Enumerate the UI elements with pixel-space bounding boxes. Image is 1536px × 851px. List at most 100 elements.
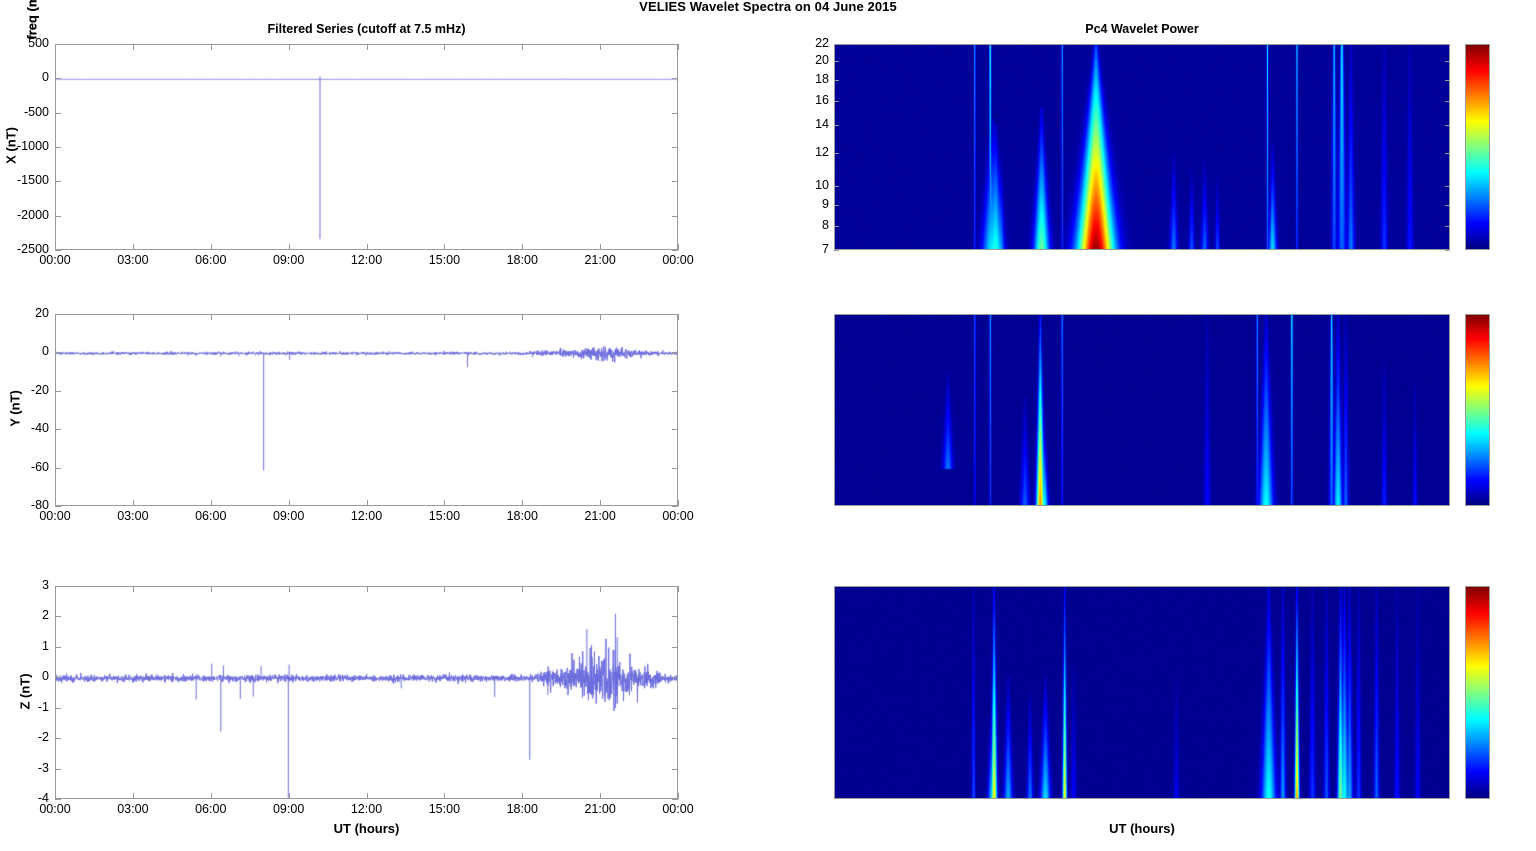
- x-tick-label: 00:00: [662, 253, 694, 267]
- right-column-xlabel: UT (hours): [1109, 821, 1175, 836]
- axis-tick: [678, 500, 679, 506]
- x-tick-label: 09:00: [272, 509, 305, 523]
- axis-tick: [672, 429, 678, 430]
- axis-tick: [289, 793, 290, 799]
- axis-tick: [55, 500, 56, 506]
- x-tick-label: 18:00: [506, 253, 538, 267]
- y-tick-label: -80: [30, 498, 49, 512]
- axis-tick: [211, 793, 212, 799]
- x-tick-label: 21:00: [584, 802, 616, 816]
- axis-tick: [55, 799, 61, 800]
- x-tick-label: 15:00: [428, 253, 461, 267]
- axis-tick: [834, 125, 839, 126]
- axis-tick: [1445, 250, 1450, 251]
- axis-tick: [211, 314, 212, 320]
- axis-tick: [672, 352, 678, 353]
- axis-tick: [55, 586, 56, 592]
- x-tick-label: 06:00: [195, 802, 227, 816]
- axis-tick: [133, 44, 134, 50]
- z-spectrogram-ylabel: freq (mHz): [24, 0, 40, 40]
- axis-tick: [1445, 80, 1450, 81]
- axis-tick: [672, 113, 678, 114]
- axis-tick: [367, 586, 368, 592]
- axis-tick: [55, 708, 61, 709]
- y-tick-label: -40: [30, 421, 49, 436]
- axis-tick: [678, 793, 679, 799]
- axis-tick: [672, 738, 678, 739]
- axis-tick: [444, 586, 445, 592]
- y-tick-label: 22: [815, 36, 829, 50]
- axis-tick: [133, 244, 134, 250]
- axis-tick: [522, 500, 523, 506]
- y-tick-label: -2000: [17, 207, 49, 222]
- x-tick-label: 12:00: [350, 802, 383, 816]
- axis-tick: [289, 586, 290, 592]
- axis-tick: [55, 314, 56, 320]
- axis-tick: [55, 429, 61, 430]
- axis-tick: [55, 216, 61, 217]
- y-tick-label: 12: [815, 145, 829, 160]
- axis-tick: [55, 147, 61, 148]
- axis-tick: [672, 677, 678, 678]
- y-tick-label: -1000: [17, 139, 49, 153]
- axis-tick: [672, 799, 678, 800]
- y-tick-label: -1: [37, 699, 49, 714]
- axis-tick: [211, 244, 212, 250]
- axis-tick: [367, 44, 368, 50]
- x-tick-label: 03:00: [117, 253, 149, 267]
- x-tick-label: 00:00: [39, 253, 71, 267]
- axis-tick: [55, 738, 61, 739]
- x-colorbar: [1465, 44, 1490, 250]
- axis-tick: [1445, 226, 1450, 227]
- axis-tick: [834, 250, 839, 251]
- y-spectrogram-plot-area: [834, 314, 1450, 506]
- axis-tick: [672, 586, 678, 587]
- x-tick-label: 15:00: [428, 509, 461, 523]
- right-column-title: Pc4 Wavelet Power: [1085, 22, 1199, 36]
- x-tick-label: 18:00: [506, 802, 538, 816]
- axis-tick: [678, 314, 679, 320]
- y-tick-label: -4: [37, 791, 49, 805]
- y-tick-label: 20: [815, 53, 829, 68]
- y-tick-label: 8: [822, 217, 829, 232]
- axis-tick: [834, 80, 839, 81]
- axis-tick: [55, 506, 61, 507]
- y-tick-label: 10: [815, 177, 829, 192]
- x-tick-label: 00:00: [39, 509, 71, 523]
- axis-tick: [672, 44, 678, 45]
- axis-tick: [367, 244, 368, 250]
- y-tick-label: -20: [30, 382, 49, 397]
- axis-tick: [600, 500, 601, 506]
- axis-tick: [600, 44, 601, 50]
- x-tick-label: 00:00: [662, 509, 694, 523]
- axis-tick: [1445, 125, 1450, 126]
- axis-tick: [55, 793, 56, 799]
- axis-tick: [834, 186, 839, 187]
- x-tick-label: 12:00: [350, 253, 383, 267]
- axis-tick: [672, 181, 678, 182]
- axis-tick: [444, 314, 445, 320]
- axis-tick: [672, 147, 678, 148]
- x-tick-label: 09:00: [272, 253, 305, 267]
- y-tick-label: -1500: [17, 173, 49, 188]
- x-tick-label: 00:00: [662, 802, 694, 816]
- y-tick-label: 1: [42, 638, 49, 653]
- y-tick-label: -2500: [17, 242, 49, 256]
- axis-tick: [211, 586, 212, 592]
- y-colorbar: [1465, 314, 1490, 506]
- figure-title: VELIES Wavelet Spectra on 04 June 2015: [639, 0, 897, 14]
- y-tick-label: 0: [42, 344, 49, 359]
- axis-tick: [55, 391, 61, 392]
- axis-tick: [672, 216, 678, 217]
- z-timeseries-plot-area: [55, 586, 678, 799]
- axis-tick: [55, 44, 56, 50]
- x-tick-label: 03:00: [117, 802, 149, 816]
- x-spectrogram-plot-area: [834, 44, 1450, 250]
- axis-tick: [600, 244, 601, 250]
- x-tick-label: 06:00: [195, 253, 227, 267]
- axis-tick: [834, 153, 839, 154]
- axis-tick: [834, 101, 839, 102]
- x-tick-label: 15:00: [428, 802, 461, 816]
- y-tick-label: 0: [42, 70, 49, 85]
- axis-tick: [834, 61, 839, 62]
